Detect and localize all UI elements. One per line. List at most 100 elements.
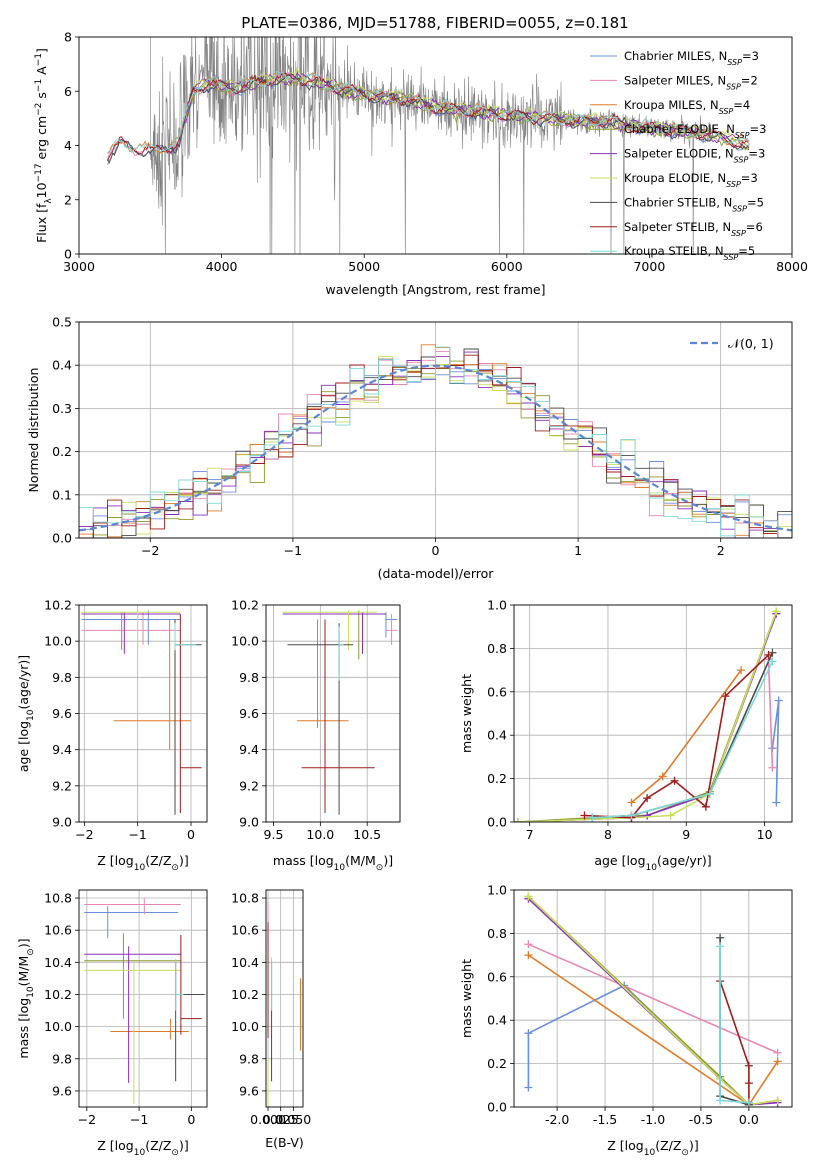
axes-frame [513,604,793,823]
series-line [767,659,774,768]
y-tick-label: 0.0 [487,815,507,830]
x-tick-label: −2 [75,827,93,842]
y-tick-label: 1.0 [487,883,507,898]
axes-frame [78,36,793,255]
series-marker [744,1098,753,1107]
series-marker [716,933,725,942]
panel-massweight-vs-age: 7 8 9 10 0.0 0.2 0.4 0.6 0.8 1.0 age [log10(age/yr… [459,598,793,873]
mass-vs-EBV-plot-area [267,901,301,1107]
x-tick-label: 3000 [63,259,95,274]
x-tick-label: 1 [574,543,582,558]
series-marker [721,692,730,701]
y-tick-label: 10.2 [44,598,72,613]
spectrum-plot-area [107,37,750,254]
x-tick-label: -1.0 [641,1112,665,1127]
x-tick-label: 0.0 [739,1112,759,1127]
series-marker [524,1029,533,1038]
series-marker [772,798,781,807]
axes-frame [265,604,401,823]
legend-entry: Chabrier STELIB, NSSP=5 [624,195,764,213]
x-tick-label: −1 [284,543,302,558]
residuals-plot-area [79,344,792,538]
series-marker [514,818,522,822]
y-tick-label: 9.8 [239,1051,259,1066]
panel-age-vs-Z: −2 −1 0 9.0 9.2 9.4 9.6 9.8 10.0 10.2 Z [log10(Z/Z… [16,598,208,873]
y-tick-label: 0.8 [487,926,507,941]
y-tick-label: 10.0 [44,1019,72,1034]
y-tick-label: 0.3 [52,401,72,416]
y-tick-label: 10.0 [231,1019,259,1034]
panels: 3000 4000 5000 6000 7000 800002468wavelength … [16,30,808,1159]
y-tick-label: 4 [64,138,72,153]
y-tick-label: 8 [64,30,72,45]
panel-age-vs-mass: 9.5 10.0 10.5 9.0 9.2 9.4 9.6 9.8 10.0 10.2 mass [… [231,598,401,873]
axes-frame [513,889,793,1108]
x-tick-label: 10 [757,827,773,842]
y-tick-label: 0.1 [52,487,72,502]
series-marker [524,1083,533,1092]
axes-frame [265,889,304,1108]
y-tick-label: 0.2 [487,771,507,786]
x-axis-label: E(B-V) [265,1135,304,1150]
y-tick-label: 10.2 [44,987,72,1002]
series-marker [744,1079,753,1088]
y-tick-label: 0.8 [487,641,507,656]
legend-entry: Salpeter MILES, NSSP=2 [624,73,758,91]
x-tick-label: 8000 [776,259,808,274]
y-tick-label: 0.4 [487,728,507,743]
y-tick-label: 0.6 [487,969,507,984]
model-spectrum-kroupa-elodie [185,66,750,152]
y-tick-label: 1.0 [487,598,507,613]
y-tick-label: 0.6 [487,684,507,699]
y-axis-label: mass weight [459,959,474,1038]
y-tick-label: 9.0 [239,815,259,830]
y-axis-label: Flux [fλ10−17 erg cm−2 s−1 A−1] [34,48,54,243]
x-tick-label: -1.5 [593,1112,617,1127]
x-tick-label: −2 [78,1112,96,1127]
residual-histogram-kroupa-miles [79,344,792,538]
residual-histogram-kroupa-stelib [79,346,792,538]
normal-distribution-curve [79,364,792,532]
age-vs-Z-plot-area [81,610,202,815]
y-tick-label: 0.2 [487,1056,507,1071]
y-tick-label: 10.6 [231,923,259,938]
legend-entry: Salpeter STELIB, NSSP=6 [624,220,763,238]
y-tick-label: 9.4 [239,742,259,757]
x-tick-label: −1 [130,1112,148,1127]
series-marker [701,802,710,811]
series-line [584,654,770,819]
x-tick-label: 9 [682,827,690,842]
legend-entry: Salpeter ELODIE, NSSP=3 [624,147,765,165]
series-marker [643,811,652,820]
massweight-vs-age-plot-area [514,607,783,822]
y-axis-label: mass weight [459,674,474,753]
series-marker [716,1096,725,1105]
y-tick-label: 9.2 [239,778,259,793]
series-marker [524,940,533,949]
x-tick-label: −1 [128,827,146,842]
series-line [592,661,774,819]
x-tick-label: 0.050 [275,1112,311,1127]
axes-frame [78,604,208,823]
series-marker [705,789,714,798]
y-tick-label: 9.6 [52,706,72,721]
y-tick-label: 10.2 [231,598,259,613]
legend-entry: Chabrier MILES, NSSP=3 [624,49,759,67]
x-tick-label: 8 [604,827,612,842]
y-tick-label: 0.4 [52,358,72,373]
series-marker [773,1057,782,1066]
model-spectrum-chabrier-stelib [107,73,750,164]
x-axis-label: wavelength [Angstrom, rest frame] [325,282,545,297]
x-tick-label: -2.0 [545,1112,569,1127]
legend-entry: 𝒩(0, 1) [728,336,774,351]
series-marker [627,811,636,820]
y-tick-label: 0.0 [52,531,72,546]
x-axis-label: Z [log10(Z/Z⊙)] [97,853,188,873]
x-tick-label: 5000 [348,259,380,274]
x-tick-label: 10.5 [353,827,381,842]
y-tick-label: 2 [64,192,72,207]
age-vs-mass-plot-area [282,610,398,815]
y-tick-label: 0.4 [487,1013,507,1028]
x-tick-label: 10.0 [306,827,334,842]
series-marker [658,772,667,781]
